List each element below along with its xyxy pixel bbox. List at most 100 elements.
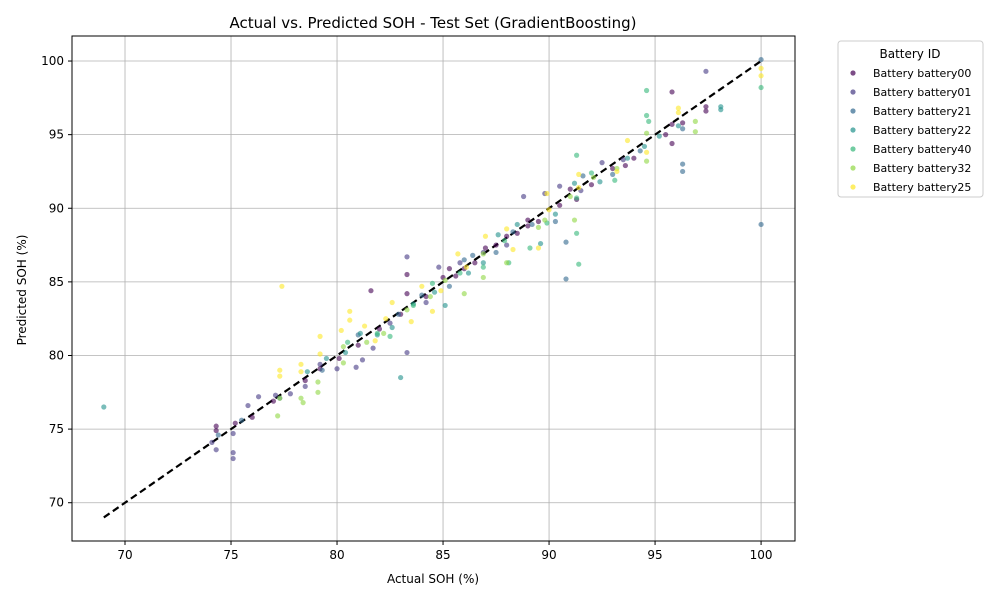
x-tick-label: 75 <box>223 548 238 562</box>
legend-marker <box>850 184 856 190</box>
data-point <box>521 193 527 200</box>
data-point <box>588 170 595 176</box>
data-point <box>230 430 236 437</box>
data-point <box>213 427 219 434</box>
data-point <box>374 330 380 337</box>
data-point <box>230 455 236 462</box>
data-point <box>463 264 469 270</box>
data-point <box>546 207 552 213</box>
data-point <box>758 84 764 91</box>
data-point <box>213 447 219 453</box>
y-tick-label: 75 <box>49 422 64 436</box>
data-point <box>361 323 368 329</box>
data-point <box>480 251 486 257</box>
y-tick-label: 85 <box>49 275 64 289</box>
data-point <box>504 242 510 248</box>
data-point <box>576 171 582 177</box>
data-point <box>213 423 219 429</box>
data-point <box>315 389 321 395</box>
data-point <box>404 349 410 356</box>
data-point <box>614 168 620 175</box>
data-point <box>535 218 542 225</box>
series-battery-battery32 <box>275 118 698 419</box>
data-point <box>567 186 573 192</box>
data-point <box>495 232 501 238</box>
data-point <box>446 266 453 272</box>
data-point <box>525 217 531 223</box>
data-point <box>643 130 650 136</box>
reference-line <box>103 60 762 519</box>
data-point <box>342 349 349 356</box>
data-point <box>302 377 308 384</box>
data-point <box>574 152 580 158</box>
data-point <box>442 277 448 284</box>
data-point <box>230 450 236 456</box>
data-point <box>470 252 476 258</box>
y-tick-label: 90 <box>49 201 64 215</box>
legend-label: Battery battery22 <box>873 124 971 137</box>
data-point <box>703 108 709 114</box>
data-point <box>680 161 686 167</box>
data-point <box>465 270 472 276</box>
data-point <box>347 317 353 323</box>
data-point <box>643 87 650 94</box>
data-point <box>643 112 650 119</box>
data-point <box>323 355 330 362</box>
data-point <box>610 165 616 172</box>
data-point <box>493 249 499 256</box>
data-point <box>557 183 563 189</box>
chart-title: Actual vs. Predicted SOH - Test Set (Gra… <box>230 14 637 32</box>
data-point <box>580 173 586 179</box>
y-axis-ticks: 70 75 80 85 90 95 100 <box>41 54 72 510</box>
data-point <box>381 330 387 337</box>
data-point <box>624 155 631 161</box>
data-point <box>631 155 637 161</box>
data-point <box>461 257 467 263</box>
data-point <box>758 73 764 79</box>
data-point <box>624 137 631 144</box>
legend-label: Battery battery32 <box>873 162 971 175</box>
data-point <box>610 171 616 177</box>
data-point <box>419 283 425 289</box>
data-point <box>501 238 508 244</box>
data-point <box>336 355 342 362</box>
data-point <box>669 89 675 95</box>
data-point <box>404 291 410 297</box>
data-point <box>315 379 321 385</box>
data-point <box>387 320 393 326</box>
data-point <box>703 104 709 110</box>
data-point <box>597 179 603 185</box>
data-point <box>480 274 486 281</box>
x-tick-label: 70 <box>117 548 132 562</box>
data-point <box>287 391 293 397</box>
legend-label: Battery battery25 <box>873 181 971 194</box>
legend-items: Battery battery00 Battery battery01 Batter… <box>850 67 971 194</box>
x-tick-label: 85 <box>435 548 450 562</box>
x-axis-ticks: 70 75 80 85 90 95 100 <box>117 541 773 562</box>
data-point <box>347 308 353 314</box>
data-point <box>277 373 283 379</box>
data-point <box>376 326 383 332</box>
data-point <box>571 217 578 223</box>
data-point <box>319 367 325 373</box>
data-point <box>563 276 569 282</box>
data-point <box>504 226 510 232</box>
data-point <box>429 280 436 286</box>
data-point <box>457 260 463 266</box>
data-point <box>571 180 578 186</box>
data-point <box>493 242 499 248</box>
data-point <box>461 291 467 297</box>
data-point <box>398 374 404 381</box>
data-point <box>525 223 531 229</box>
data-point <box>482 233 489 239</box>
data-point <box>215 432 221 438</box>
legend-marker <box>850 146 856 152</box>
data-point <box>408 319 414 325</box>
data-point <box>410 302 416 309</box>
data-point <box>482 245 489 251</box>
data-point <box>480 260 486 266</box>
data-point <box>692 129 698 135</box>
data-point <box>340 344 346 350</box>
data-point <box>275 413 281 419</box>
